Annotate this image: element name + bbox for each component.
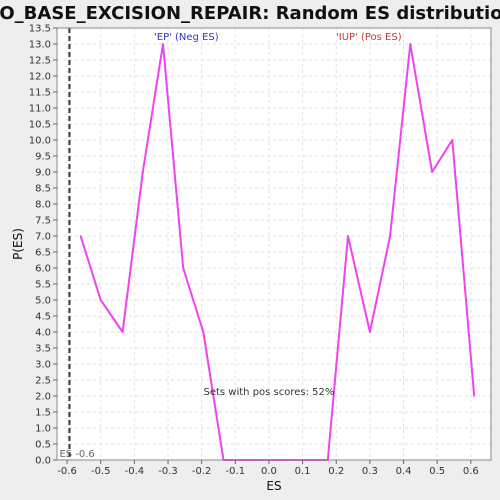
plot-border — [56, 27, 492, 461]
y-tick-label: 10.5 — [29, 120, 51, 131]
x-tick-label: -0.3 — [158, 466, 178, 477]
x-tick-label: 0.0 — [261, 466, 277, 477]
data-point — [451, 139, 454, 141]
pos-scores-label: Sets with pos scores: 52% — [203, 387, 334, 398]
data-point — [369, 331, 371, 333]
y-tick-label: 13.5 — [29, 24, 51, 35]
x-tick-label: -0.4 — [125, 466, 145, 477]
y-tick-label: 0.0 — [35, 456, 51, 467]
x-tick-label: -0.5 — [91, 466, 111, 477]
x-tick-label: 0.4 — [396, 466, 412, 477]
y-tick-label: 2.5 — [35, 376, 51, 387]
data-point — [79, 235, 82, 237]
vline-label: ES -0.6 — [59, 449, 94, 460]
y-tick-label: 9.0 — [35, 168, 51, 179]
neg-es-label: 'EP' (Neg ES) — [154, 32, 219, 43]
pos-es-label: 'IUP' (Pos ES) — [336, 32, 402, 43]
x-tick-label: 0.2 — [328, 466, 344, 477]
y-tick-label: 6.0 — [35, 264, 51, 275]
y-tick-label: 8.0 — [35, 200, 51, 211]
y-tick-label: 5.0 — [35, 296, 51, 307]
x-tick-label: -0.6 — [57, 466, 77, 477]
x-axis-ticks: -0.6 -0.5 -0.4 -0.3 -0.2 -0.1 0.0 0.1 0.2 0.3 0.4 0… — [57, 460, 479, 477]
plot-area — [57, 28, 491, 460]
y-tick-label: 7.5 — [35, 216, 51, 227]
data-point — [409, 43, 412, 45]
data-point — [121, 331, 124, 333]
axes — [56, 27, 492, 461]
x-tick-label: 0.1 — [295, 466, 311, 477]
y-tick-label: 4.5 — [35, 312, 51, 323]
y-tick-label: 13.0 — [29, 40, 51, 51]
y-tick-label: 2.0 — [35, 392, 51, 403]
y-tick-label: 6.5 — [35, 248, 51, 259]
y-tick-label: 4.0 — [35, 328, 51, 339]
y-tick-label: 0.5 — [35, 440, 51, 451]
y-tick-label: 1.5 — [35, 408, 51, 419]
data-point — [99, 299, 102, 301]
data-point — [473, 395, 476, 397]
x-tick-label: -0.2 — [192, 466, 212, 477]
x-tick-label: 0.6 — [463, 466, 479, 477]
y-tick-label: 11.5 — [29, 88, 51, 99]
data-point — [202, 331, 205, 333]
data-point — [142, 171, 144, 173]
y-tick-label: 11.0 — [29, 104, 51, 115]
y-tick-label: 7.0 — [35, 232, 51, 243]
x-tick-label: -0.1 — [226, 466, 246, 477]
y-tick-label: 3.5 — [35, 344, 51, 355]
data-point — [389, 235, 391, 237]
y-tick-label: 12.5 — [29, 56, 51, 67]
grid-lines — [57, 27, 491, 461]
y-tick-label: 12.0 — [29, 72, 51, 83]
y-tick-label: 9.5 — [35, 152, 51, 163]
x-axis-label: ES — [266, 479, 281, 493]
y-tick-label: 3.0 — [35, 360, 51, 371]
y-tick-label: 8.5 — [35, 184, 51, 195]
y-axis-label: P(ES) — [11, 228, 25, 260]
chart-title: GO_BASE_EXCISION_REPAIR: Random ES distr… — [0, 3, 500, 24]
data-point — [347, 235, 349, 237]
y-tick-label: 1.0 — [35, 424, 51, 435]
x-tick-label: 0.5 — [429, 466, 445, 477]
y-tick-label: 5.5 — [35, 280, 51, 291]
y-axis-ticks: 0.0 0.5 1.0 1.5 2.0 2.5 3.0 3.5 4.0 4.5 5.0 5.5 6.0 6… — [29, 24, 57, 467]
data-point — [182, 267, 184, 269]
data-point — [431, 171, 433, 173]
data-point — [162, 43, 164, 45]
x-tick-label: 0.3 — [362, 466, 378, 477]
y-tick-label: 10.0 — [29, 136, 51, 147]
